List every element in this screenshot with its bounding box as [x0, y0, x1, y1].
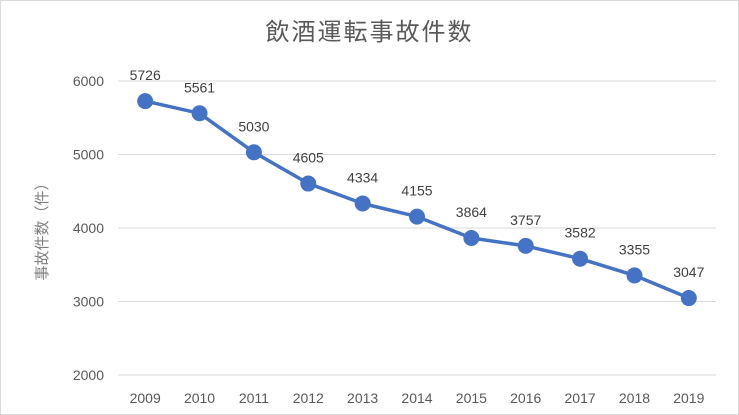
x-tick-label: 2017 [565, 390, 596, 406]
data-markers [137, 93, 697, 307]
data-label: 3355 [619, 241, 650, 257]
data-label: 5726 [130, 67, 161, 83]
data-label: 3757 [510, 212, 541, 228]
data-label: 5030 [238, 118, 269, 134]
x-axis-ticks: 2009 2010 2011 2012 2013 2014 2015 2016 2017 2018… [130, 390, 705, 406]
data-label: 5561 [184, 79, 215, 95]
y-tick-label: 5000 [73, 147, 104, 163]
y-axis-label: 事故件数（件） [33, 175, 51, 280]
y-tick-label: 2000 [73, 367, 104, 383]
data-label: 3864 [456, 204, 487, 220]
series-line [144, 99, 690, 300]
data-point [409, 208, 425, 225]
data-point [517, 237, 534, 254]
x-tick-label: 2010 [184, 390, 215, 406]
data-labels: 5726 5561 5030 4605 4334 4155 3864 3757 3582 3355… [130, 67, 705, 280]
data-point [626, 267, 643, 284]
data-label: 3582 [565, 225, 596, 241]
data-point [137, 93, 154, 110]
data-point [463, 229, 480, 246]
chart-title: 飲酒運転事故件数 [265, 18, 474, 46]
x-tick-label: 2009 [130, 390, 161, 406]
data-label: 4605 [293, 150, 324, 166]
data-point [572, 250, 589, 267]
y-tick-label: 4000 [73, 220, 104, 236]
x-tick-label: 2019 [673, 390, 704, 406]
data-label: 3047 [673, 264, 704, 280]
x-tick-label: 2015 [456, 390, 487, 406]
x-tick-label: 2018 [619, 390, 650, 406]
data-label: 4334 [347, 169, 378, 185]
x-tick-label: 2011 [239, 390, 269, 406]
data-point [354, 195, 371, 212]
data-label: 4155 [401, 183, 432, 199]
x-tick-label: 2014 [401, 390, 432, 406]
gridlines [118, 80, 716, 376]
x-tick-label: 2013 [347, 390, 378, 406]
data-point [245, 144, 262, 161]
data-point [680, 290, 697, 307]
y-axis-ticks: 2000 3000 4000 5000 6000 [73, 73, 104, 383]
y-tick-label: 6000 [73, 73, 104, 89]
data-point [300, 175, 317, 192]
y-tick-label: 3000 [73, 294, 104, 310]
x-tick-label: 2012 [293, 390, 324, 406]
x-tick-label: 2016 [510, 390, 541, 406]
data-point [191, 105, 208, 122]
